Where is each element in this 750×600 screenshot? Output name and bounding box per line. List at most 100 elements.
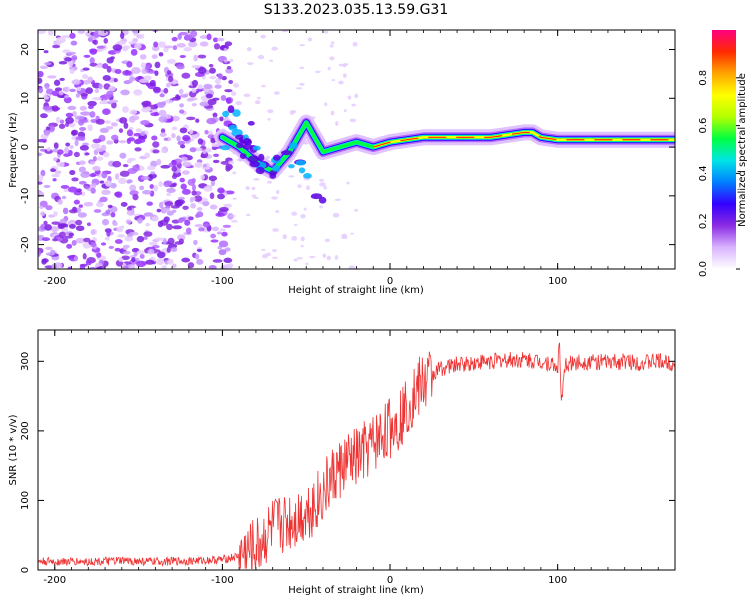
noise-cell (93, 209, 102, 213)
noise-cell (151, 45, 160, 52)
spectrogram-y-label: Frequency (Hz) (8, 112, 19, 188)
noise-cell (166, 187, 176, 193)
noise-cell (104, 120, 111, 124)
noise-cell (218, 207, 229, 212)
noise-cell (53, 211, 58, 217)
noise-cell (352, 41, 358, 47)
noise-cell (275, 210, 280, 214)
noise-cell (220, 160, 230, 165)
noise-cell (158, 201, 164, 209)
noise-cell (51, 90, 61, 97)
noise-cell (91, 183, 97, 187)
noise-cell (77, 30, 86, 34)
noise-cell (64, 86, 69, 93)
noise-cell (101, 189, 111, 196)
noise-cell (133, 89, 143, 96)
noise-cell (291, 211, 298, 216)
noise-cell (127, 179, 133, 184)
noise-cell (104, 236, 110, 241)
noise-cell (309, 255, 316, 259)
noise-cell (105, 180, 112, 187)
noise-cell (188, 41, 198, 48)
noise-cell (218, 249, 227, 256)
noise-cell (119, 152, 127, 159)
noise-cell (102, 152, 110, 158)
noise-cell (75, 219, 83, 226)
noise-cell (63, 96, 72, 104)
noise-cell (79, 126, 87, 132)
noise-cell (82, 67, 90, 71)
noise-cell (47, 30, 54, 36)
noise-cell (189, 147, 197, 153)
noise-cell (58, 123, 66, 129)
noise-cell (116, 40, 126, 46)
noise-cell (212, 112, 218, 118)
noise-cell (230, 215, 236, 218)
noise-cell (72, 111, 77, 117)
noise-cell (134, 147, 142, 152)
noise-cell (191, 88, 197, 93)
noise-cell (251, 186, 256, 191)
noise-cell (164, 99, 173, 104)
noise-cell (38, 181, 43, 185)
noise-cell (217, 73, 223, 80)
noise-cell (221, 231, 228, 237)
noise-cell (83, 201, 94, 207)
noise-cell (38, 174, 44, 182)
noise-cell (114, 239, 123, 244)
noise-cell (349, 118, 357, 123)
noise-cell (47, 75, 57, 79)
noise-cell (73, 199, 80, 205)
noise-cell (207, 134, 217, 139)
noise-cell (50, 168, 56, 173)
noise-cell (176, 43, 186, 48)
noise-cell (318, 178, 325, 182)
noise-cell (162, 208, 171, 213)
noise-cell (191, 177, 196, 184)
noise-cell (181, 257, 191, 263)
noise-cell (257, 54, 265, 60)
noise-cell (126, 210, 135, 216)
noise-cell (243, 93, 251, 98)
noise-cell (108, 85, 116, 92)
noise-cell (65, 142, 71, 147)
y-tick-label: 300 (20, 352, 31, 371)
noise-cell (134, 43, 142, 50)
x-tick-label: -100 (211, 575, 234, 586)
noise-cell (342, 73, 347, 78)
noise-cell (69, 68, 75, 74)
noise-cell (44, 62, 52, 66)
noise-cell (330, 110, 335, 116)
noise-cell (60, 184, 70, 189)
noise-cell (225, 68, 234, 74)
noise-cell (44, 149, 53, 154)
y-tick-label: 200 (20, 421, 31, 440)
noise-cell (44, 85, 50, 90)
noise-cell (224, 89, 233, 93)
noise-cell (223, 59, 228, 63)
noise-cell (122, 164, 129, 168)
noise-cell (166, 223, 173, 231)
noise-cell (68, 232, 75, 237)
noise-cell (158, 52, 164, 57)
noise-cell (202, 163, 207, 168)
noise-cell (94, 88, 100, 94)
noise-cell (166, 70, 172, 75)
noise-cell (38, 70, 44, 78)
noise-cell (196, 207, 203, 211)
noise-cell (62, 207, 69, 215)
noise-cell (191, 190, 197, 196)
noise-cell (126, 233, 134, 237)
noise-cell (293, 224, 298, 227)
noise-cell (252, 196, 260, 199)
x-tick-label: -200 (43, 276, 66, 287)
noise-cell (193, 195, 203, 202)
noise-cell (230, 220, 238, 223)
noise-cell (181, 72, 191, 79)
noise-cell (48, 125, 55, 132)
noise-cell (65, 116, 75, 124)
colorbar-label: Normalized spectral amplitude (737, 73, 748, 227)
noise-cell (210, 138, 216, 144)
